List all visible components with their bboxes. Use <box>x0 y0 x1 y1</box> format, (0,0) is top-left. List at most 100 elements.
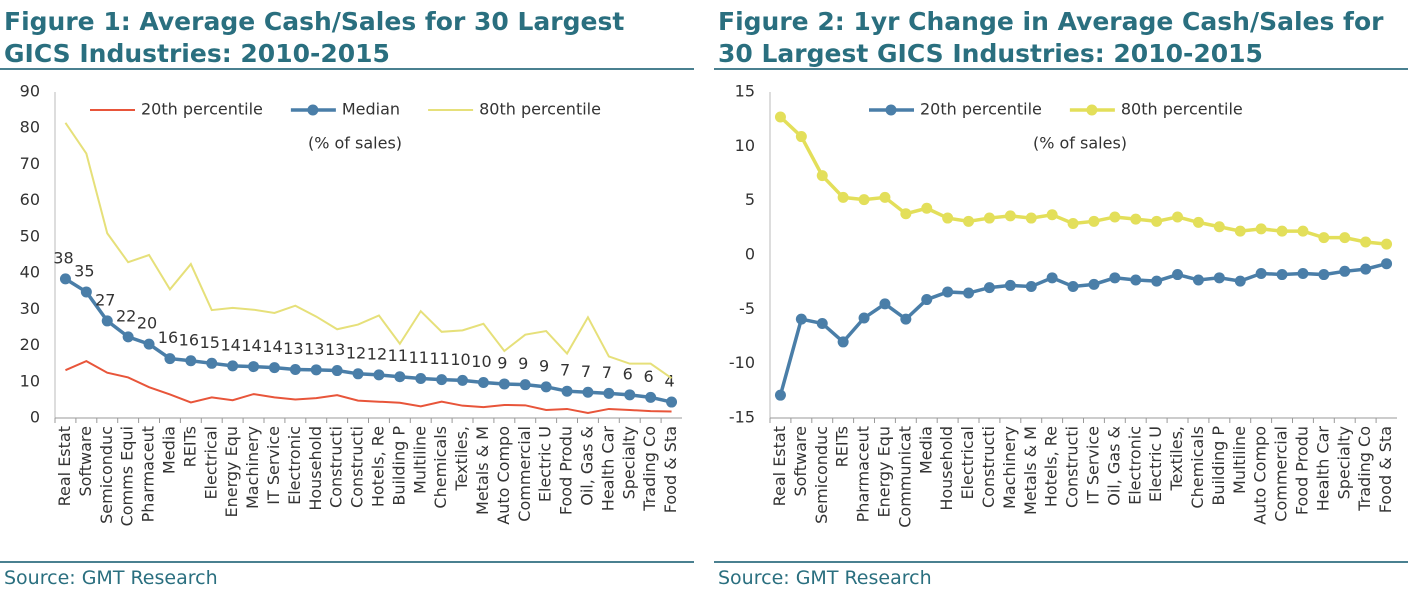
point <box>1109 211 1121 223</box>
data-label: 7 <box>602 363 612 382</box>
data-label: 16 <box>179 330 199 349</box>
y-tick-label: -5 <box>739 299 755 318</box>
x-tick-label: Media <box>159 426 178 474</box>
x-tick-label: Metals & M <box>1021 426 1040 515</box>
x-tick-label: Health Car <box>598 426 617 512</box>
point <box>1234 225 1246 237</box>
y-tick-label: 10 <box>735 136 755 155</box>
x-tick-label: REITs <box>180 426 199 467</box>
point <box>1318 232 1330 244</box>
point <box>289 363 301 375</box>
x-tick-label: Auto Compo <box>494 426 513 525</box>
point <box>227 360 239 372</box>
point <box>666 396 678 408</box>
legend-marker <box>885 104 897 116</box>
x-tick-label: Textiles, <box>452 426 471 492</box>
point <box>268 362 280 374</box>
point <box>101 315 113 327</box>
y-tick-label: 0 <box>30 408 40 427</box>
x-tick-label: Energy Equ <box>222 426 241 518</box>
x-tick-label: Trading Co <box>640 426 659 512</box>
point <box>143 338 155 350</box>
point <box>1297 267 1309 279</box>
point <box>519 379 531 391</box>
data-label: 16 <box>158 328 178 347</box>
legend-label: 20th percentile <box>141 100 263 119</box>
x-tick-label: Building P <box>1209 426 1228 506</box>
x-tick-label: Textiles, <box>1167 426 1186 492</box>
point <box>1130 274 1142 286</box>
data-label: 14 <box>241 336 261 355</box>
data-label: 15 <box>200 333 220 352</box>
x-tick-label: Media <box>916 426 935 474</box>
point <box>1067 217 1079 229</box>
point <box>645 391 657 403</box>
y-tick-label: 10 <box>20 371 40 390</box>
point <box>1004 210 1016 222</box>
point <box>879 191 891 203</box>
data-label: 20 <box>137 314 157 333</box>
point <box>1172 211 1184 223</box>
x-tick-label: Constructi <box>348 426 367 508</box>
y-tick-label: 0 <box>745 245 755 264</box>
data-label: 6 <box>644 367 654 386</box>
point <box>1213 221 1225 233</box>
point <box>582 386 594 398</box>
x-tick-label: Software <box>76 426 95 497</box>
y-tick-label: 90 <box>20 82 40 101</box>
y-tick-label: 50 <box>20 226 40 245</box>
data-label: 12 <box>367 344 387 363</box>
panel: Figure 2: 1yr Change in Average Cash/Sal… <box>714 0 1408 600</box>
point <box>1151 215 1163 227</box>
data-label: 27 <box>95 290 115 309</box>
y-tick-label: -15 <box>729 408 755 427</box>
point <box>1192 274 1204 286</box>
x-tick-label: Electric U <box>1146 426 1165 502</box>
data-label: 10 <box>471 352 491 371</box>
y-tick-label: 20 <box>20 335 40 354</box>
x-tick-label: Specialty <box>1334 426 1353 499</box>
x-tick-label: REITs <box>833 426 852 467</box>
point <box>1234 275 1246 287</box>
data-label: 35 <box>74 261 94 280</box>
chart: 0 10 20 30 40 50 60 70 80 90 Real Estat Software Sem… <box>20 82 682 526</box>
chart-title: Figure 2: 1yr Change in Average Cash/Sal… <box>714 0 1408 70</box>
point <box>774 389 786 401</box>
point <box>561 385 573 397</box>
data-label: 9 <box>518 354 528 373</box>
x-tick-label: Food & Sta <box>1376 426 1395 513</box>
legend-label: Median <box>342 100 400 119</box>
point <box>837 191 849 203</box>
x-tick-label: Auto Compo <box>1251 426 1270 525</box>
point <box>1339 232 1351 244</box>
legend-marker <box>1086 104 1098 116</box>
point <box>774 111 786 123</box>
y-tick-label: -10 <box>729 353 755 372</box>
x-tick-label: Real Estat <box>770 426 789 506</box>
y-tick-label: 70 <box>20 154 40 173</box>
x-tick-label: Machinery <box>1000 426 1019 509</box>
point <box>206 357 218 369</box>
y-tick-label: 30 <box>20 299 40 318</box>
point <box>331 365 343 377</box>
point <box>352 368 364 380</box>
legend-label: 20th percentile <box>920 100 1042 119</box>
point <box>942 286 954 298</box>
x-tick-label: Metals & M <box>473 426 492 515</box>
data-label: 13 <box>325 340 345 359</box>
point <box>1297 225 1309 237</box>
x-tick-label: Food Produ <box>1292 426 1311 515</box>
x-tick-label: Real Estat <box>55 426 74 506</box>
x-tick-label: Oil, Gas & <box>1104 426 1123 506</box>
point <box>1381 258 1393 270</box>
x-tick-label: Food & Sta <box>661 426 680 513</box>
data-label: 4 <box>664 372 674 391</box>
x-tick-label: Electrical <box>201 426 220 500</box>
point <box>879 298 891 310</box>
x-tick-label: Multiline <box>1230 426 1249 494</box>
point <box>921 294 933 306</box>
point <box>942 212 954 224</box>
point <box>1046 272 1058 284</box>
chart-title: Figure 1: Average Cash/Sales for 30 Larg… <box>0 0 694 70</box>
x-tick-label: Health Car <box>1313 426 1332 512</box>
